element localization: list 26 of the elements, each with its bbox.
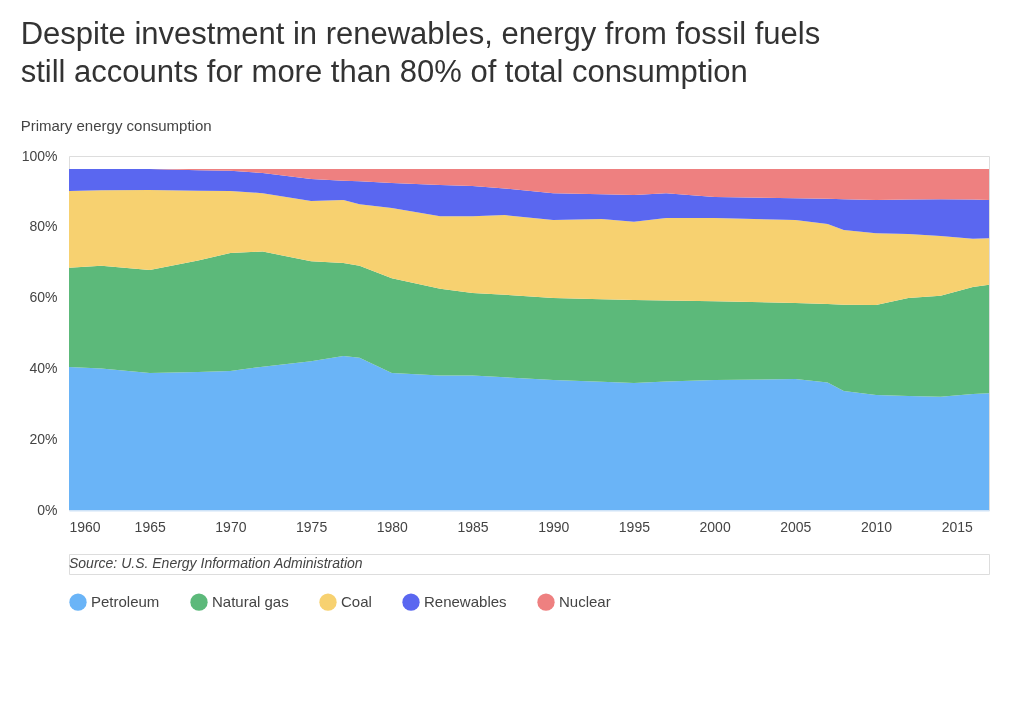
chart-subtitle: Primary energy consumption [20,116,212,134]
x-tick-label: 1985 [457,518,489,535]
y-tick-label: 40% [29,359,58,376]
x-tick-label: 1980 [376,518,409,535]
x-tick-label: 1960 [69,518,101,535]
chart-title: Despite investment in renewables, energy from fossil fuels still accounts for more than 80% of total consumption [20,15,821,89]
legend-label: Coal [341,593,372,611]
y-tick-label: 20% [29,430,58,447]
x-tick-label: 1975 [296,518,328,535]
legend-label: Renewables [424,593,507,611]
legend-label: Natural gas [212,593,289,611]
y-tick-label: 0% [37,501,58,518]
y-tick-label: 80% [29,218,58,235]
x-tick-label: 2015 [941,518,973,535]
source-note: Source: U.S. Energy Information Administration [69,555,363,571]
y-tick-label: 60% [29,289,58,306]
x-tick-label: 2000 [699,518,731,535]
legend-label: Petroleum [91,593,160,611]
x-tick-label: 2005 [780,518,812,535]
y-tick-label: 100% [21,147,58,164]
x-tick-label: 2010 [860,518,893,535]
legend-label: Nuclear [559,593,611,611]
x-tick-label: 1990 [538,518,570,535]
x-tick-label: 1965 [134,518,166,535]
x-tick-label: 1995 [618,518,651,535]
x-tick-label: 1970 [215,518,247,535]
